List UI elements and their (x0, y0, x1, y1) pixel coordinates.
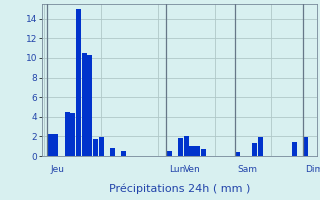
Bar (184, 136, 189, 156)
Text: Lun: Lun (169, 165, 186, 174)
Bar (201, 149, 206, 156)
Text: Dim: Dim (306, 165, 320, 174)
Text: Précipitations 24h ( mm ): Précipitations 24h ( mm ) (108, 183, 250, 194)
Text: Jeu: Jeu (50, 165, 64, 174)
Bar (235, 152, 240, 156)
Bar (65, 112, 70, 156)
Bar (252, 143, 257, 156)
Text: Sam: Sam (237, 165, 257, 174)
Bar (53, 134, 58, 156)
Bar (99, 137, 104, 156)
Bar (93, 139, 98, 156)
Bar (303, 137, 308, 156)
Text: Ven: Ven (183, 165, 200, 174)
Bar (82, 53, 87, 156)
Bar (76, 9, 81, 156)
Bar (195, 146, 200, 156)
Bar (292, 142, 297, 156)
Bar (70, 113, 76, 156)
Bar (110, 148, 115, 156)
Bar (178, 138, 183, 156)
Bar (189, 146, 195, 156)
Bar (87, 55, 92, 156)
Bar (258, 137, 263, 156)
Bar (48, 134, 53, 156)
Bar (167, 151, 172, 156)
Bar (121, 151, 126, 156)
